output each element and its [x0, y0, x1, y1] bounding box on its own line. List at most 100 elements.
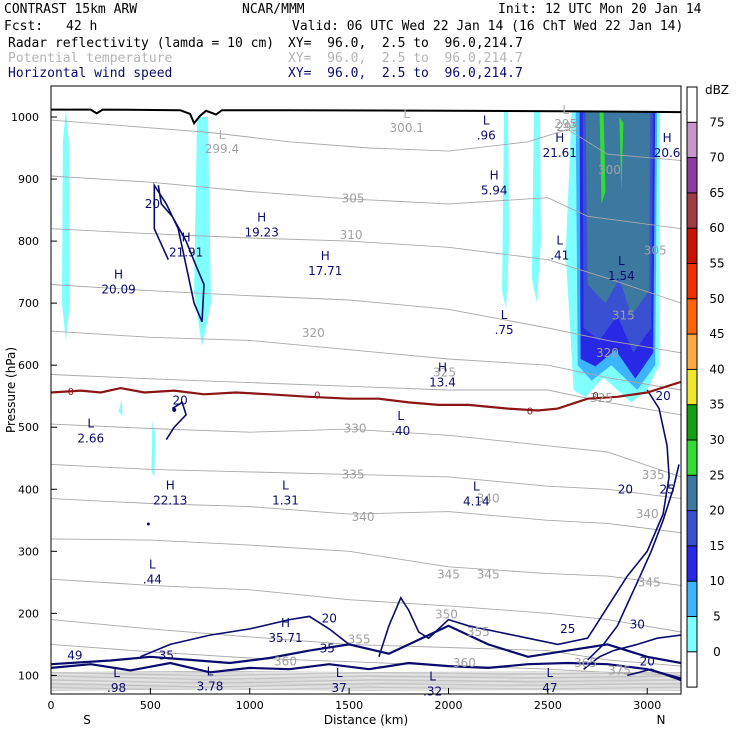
- wind-contour-label: 25: [659, 482, 674, 496]
- wind-contour-label: 25: [560, 622, 575, 636]
- y-tick-label: 800: [18, 235, 39, 248]
- reflectivity-area-12: [619, 117, 624, 192]
- theta-label: 340: [636, 507, 659, 521]
- wind-extremum-marker: L: [113, 666, 120, 680]
- theta-extremum-marker: L: [562, 103, 569, 117]
- reflectivity-area-11: [599, 109, 606, 204]
- freezing-line-label: 0: [314, 390, 320, 401]
- wind-extremum-marker: H: [663, 131, 672, 145]
- theta-extremum-value: 299.4: [205, 142, 239, 156]
- wind-dot-upper: [146, 522, 150, 526]
- wind-contour-label: 20: [145, 197, 160, 211]
- wind-speed-contours: [51, 86, 681, 682]
- x-tick-label: 2000: [434, 699, 462, 712]
- wind-contour-label: 20: [173, 394, 188, 408]
- potential-temperature-contours: [51, 119, 681, 691]
- wind-extremum-marker: L: [618, 254, 625, 268]
- wind-extremum-marker: L: [87, 416, 94, 430]
- theta-label: 305: [342, 191, 365, 205]
- wind-extremum-marker: H: [321, 249, 330, 263]
- y-axis-label: Pressure (hPa): [4, 347, 18, 433]
- wind-extremum-marker: L: [429, 670, 436, 684]
- wind-extremum-value: 17.71: [308, 264, 342, 278]
- theta-label: 345: [437, 567, 460, 581]
- colorbar-level: 70: [709, 151, 724, 165]
- theta-contour-top-13: [51, 670, 681, 673]
- colorbar-swatch: [687, 510, 697, 546]
- wind-contour-7: [153, 182, 205, 323]
- wind-extremum-value: 21.61: [543, 146, 577, 160]
- wind-extremum-marker: L: [397, 409, 404, 423]
- colorbar-swatch: [687, 192, 697, 229]
- theta-contour-top-3: [51, 684, 681, 687]
- x-end-south: S: [83, 713, 91, 727]
- theta-label: 335: [642, 468, 665, 482]
- colorbar-level: 75: [709, 115, 724, 129]
- freezing-line-label: 0: [592, 391, 598, 402]
- wind-extremum-value: .41: [550, 248, 569, 262]
- theta-contour-top-5: [51, 681, 681, 684]
- theta-label: 355: [467, 625, 490, 639]
- colorbar-level: 35: [709, 398, 724, 412]
- colorbar-level: 40: [709, 362, 724, 376]
- wind-contour-4: [587, 464, 680, 661]
- wind-extremum-marker: H: [281, 616, 290, 630]
- wind-contour-label: 20: [640, 655, 655, 669]
- theta-label: 350: [435, 608, 458, 622]
- wind-extremum-marker: L: [501, 308, 508, 322]
- wind-extremum-value: .96: [477, 129, 496, 143]
- theta-label: 335: [342, 467, 365, 481]
- reflectivity-area-4: [502, 109, 510, 310]
- org-name: NCAR/MMM: [242, 2, 305, 17]
- wind-extremum-marker: H: [166, 478, 175, 492]
- x-tick-label: 500: [140, 699, 161, 712]
- wind-contour-3: [378, 389, 670, 658]
- theta-label: 355: [348, 632, 371, 646]
- y-tick-label: 200: [18, 607, 39, 620]
- wind-extremum-value: 5.94: [481, 183, 508, 197]
- theta-label: 295: [556, 120, 579, 134]
- wind-extremum-value: 19.23: [244, 225, 278, 239]
- y-tick-label: 400: [18, 483, 39, 496]
- reflectivity-area-5: [531, 109, 541, 304]
- colorbar-level: 20: [709, 504, 724, 518]
- wind-contour-5: [627, 668, 681, 682]
- wind-extremum-value: 21.91: [169, 245, 203, 259]
- y-tick-label: 600: [18, 359, 39, 372]
- theta-label: 315: [612, 309, 635, 323]
- colorbar-swatch: [687, 475, 697, 511]
- theta-label: 325: [433, 366, 456, 380]
- wind-extremum-marker: L: [556, 233, 563, 247]
- axes: 0 500 1000 1500 2000 2500 30001002003004005006…: [11, 111, 661, 712]
- valid-time: Valid: 06 UTC Wed 22 Jan 14 (16 ChT Wed …: [292, 19, 684, 34]
- y-tick-label: 500: [18, 421, 39, 434]
- x-end-north: N: [657, 713, 666, 727]
- wind-extremum-marker: H: [182, 230, 191, 244]
- wind-contour-8: [583, 634, 681, 670]
- colorbar: 0 5 10 15 20 25 30 35 40 45 50 55 60 65 70 75: [686, 86, 725, 688]
- y-tick-label: 900: [18, 173, 39, 186]
- wind-extremum-value: 37: [332, 681, 347, 695]
- theta-label: 345: [638, 575, 661, 589]
- colorbar-level: 5: [713, 610, 721, 624]
- colorbar-level: 60: [709, 221, 724, 235]
- colorbar-swatch: [687, 440, 697, 476]
- theta-contour-8: [51, 498, 681, 534]
- wind-extremum-value: 4.14: [463, 495, 490, 509]
- colorbar-swatch: [687, 157, 697, 193]
- colorbar-frame: [686, 86, 698, 688]
- y-tick-label: 700: [18, 297, 39, 310]
- theta-label: 360: [274, 655, 297, 669]
- theta-label: 365: [574, 656, 597, 670]
- wind-extremum-value: 1.54: [608, 269, 635, 283]
- wind-extremum-value: 35.71: [268, 631, 302, 645]
- theta-contour-top-1: [51, 687, 681, 690]
- theta-contour-top-12: [51, 672, 681, 675]
- forecast-hours: 42 h: [66, 19, 98, 34]
- colorbar-swatch: [687, 122, 697, 158]
- wind-extremum-marker: L: [546, 666, 553, 680]
- theta-contour-top-7: [51, 679, 681, 682]
- wind-contour-label: 35: [159, 649, 174, 663]
- x-tick-label: 2500: [534, 699, 562, 712]
